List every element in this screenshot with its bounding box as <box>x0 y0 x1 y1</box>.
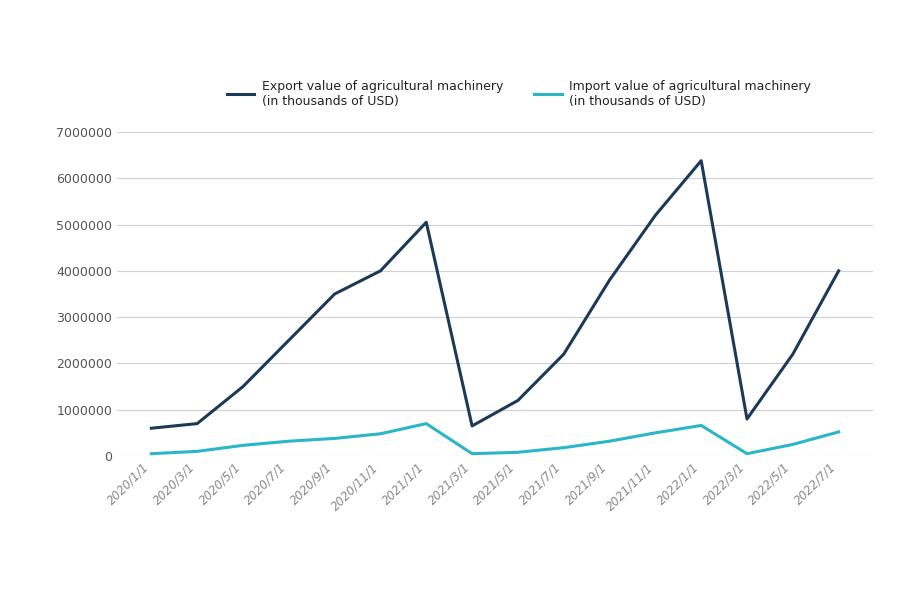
Import value of agricultural machinery
(in thousands of USD) <box>421 420 432 427</box>
Import value of agricultural machinery
(in thousands of USD) <box>375 430 386 437</box>
Export value of agricultural machinery
(in thousands of USD) <box>788 350 798 358</box>
Line: Import value of agricultural machinery
(in thousands of USD): Import value of agricultural machinery (… <box>151 424 839 454</box>
Legend: Export value of agricultural machinery
(in thousands of USD), Import value of ag: Export value of agricultural machinery (… <box>221 75 816 113</box>
Import value of agricultural machinery
(in thousands of USD) <box>238 442 248 449</box>
Export value of agricultural machinery
(in thousands of USD) <box>604 277 615 284</box>
Line: Export value of agricultural machinery
(in thousands of USD): Export value of agricultural machinery (… <box>151 161 839 428</box>
Import value of agricultural machinery
(in thousands of USD) <box>742 450 752 457</box>
Import value of agricultural machinery
(in thousands of USD) <box>146 450 157 457</box>
Import value of agricultural machinery
(in thousands of USD) <box>192 448 202 455</box>
Import value of agricultural machinery
(in thousands of USD) <box>329 435 340 442</box>
Export value of agricultural machinery
(in thousands of USD) <box>375 267 386 274</box>
Export value of agricultural machinery
(in thousands of USD) <box>467 422 478 430</box>
Import value of agricultural machinery
(in thousands of USD) <box>604 437 615 445</box>
Import value of agricultural machinery
(in thousands of USD) <box>650 429 661 436</box>
Export value of agricultural machinery
(in thousands of USD) <box>833 267 844 274</box>
Export value of agricultural machinery
(in thousands of USD) <box>696 157 706 164</box>
Export value of agricultural machinery
(in thousands of USD) <box>238 383 248 390</box>
Export value of agricultural machinery
(in thousands of USD) <box>284 337 294 344</box>
Import value of agricultural machinery
(in thousands of USD) <box>696 422 706 429</box>
Export value of agricultural machinery
(in thousands of USD) <box>650 212 661 219</box>
Import value of agricultural machinery
(in thousands of USD) <box>284 437 294 445</box>
Import value of agricultural machinery
(in thousands of USD) <box>512 449 523 456</box>
Export value of agricultural machinery
(in thousands of USD) <box>742 415 752 422</box>
Export value of agricultural machinery
(in thousands of USD) <box>512 397 523 404</box>
Export value of agricultural machinery
(in thousands of USD) <box>421 218 432 226</box>
Export value of agricultural machinery
(in thousands of USD) <box>192 420 202 427</box>
Export value of agricultural machinery
(in thousands of USD) <box>146 425 157 432</box>
Import value of agricultural machinery
(in thousands of USD) <box>558 444 569 451</box>
Import value of agricultural machinery
(in thousands of USD) <box>833 428 844 436</box>
Export value of agricultural machinery
(in thousands of USD) <box>329 290 340 298</box>
Import value of agricultural machinery
(in thousands of USD) <box>788 441 798 448</box>
Export value of agricultural machinery
(in thousands of USD) <box>558 350 569 358</box>
Import value of agricultural machinery
(in thousands of USD) <box>467 450 478 457</box>
